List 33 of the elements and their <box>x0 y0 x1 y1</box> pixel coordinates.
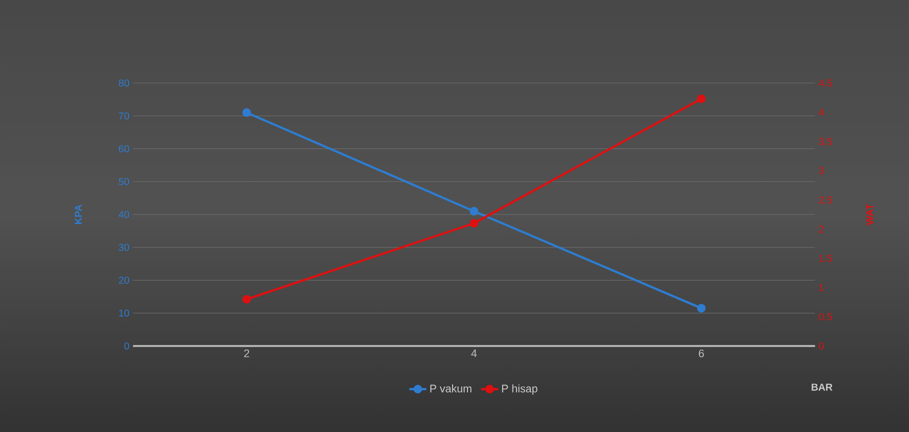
y2-tick-label: 4 <box>818 108 824 116</box>
point <box>470 218 478 228</box>
y2-tick-label: 3 <box>818 167 824 174</box>
y-tick-label: 80 <box>118 79 130 87</box>
x-tick-label: 4 <box>471 350 477 358</box>
y2-tick-label: 4.5 <box>818 80 832 86</box>
point <box>697 94 706 104</box>
x-tick-label: 2 <box>244 350 250 358</box>
legend-label: P hisap <box>502 384 538 395</box>
x-tick-label: 6 <box>698 350 704 358</box>
y-tick-label: 0 <box>124 342 130 350</box>
y-tick-label: 40 <box>118 210 130 218</box>
y-axis-title: KPA <box>74 204 82 224</box>
y2-tick-label: 1 <box>819 284 824 291</box>
y2-tick-label: 1.5 <box>819 254 832 262</box>
y2-tick-label: 0 <box>818 342 824 350</box>
point <box>470 206 478 216</box>
point <box>697 304 706 312</box>
y-tick-label: 10 <box>119 310 130 317</box>
y-tick-label: 50 <box>118 178 130 186</box>
point <box>242 294 251 304</box>
y2-tick-label: 3.5 <box>818 138 832 145</box>
y-tick-label: 60 <box>118 145 130 152</box>
y-tick-label: 20 <box>118 276 130 284</box>
x-axis-title: BAR <box>812 384 832 391</box>
y2-tick-label: 0.5 <box>818 313 832 320</box>
y2-tick-label: 2 <box>819 226 824 233</box>
y2-axis-title: WAT <box>866 204 874 226</box>
y2-tick-label: 2.5 <box>819 196 832 204</box>
y-tick-label: 70 <box>118 112 130 120</box>
point <box>242 108 251 117</box>
y-tick-label: 30 <box>118 244 130 251</box>
legend-label: P vakum <box>430 384 472 392</box>
